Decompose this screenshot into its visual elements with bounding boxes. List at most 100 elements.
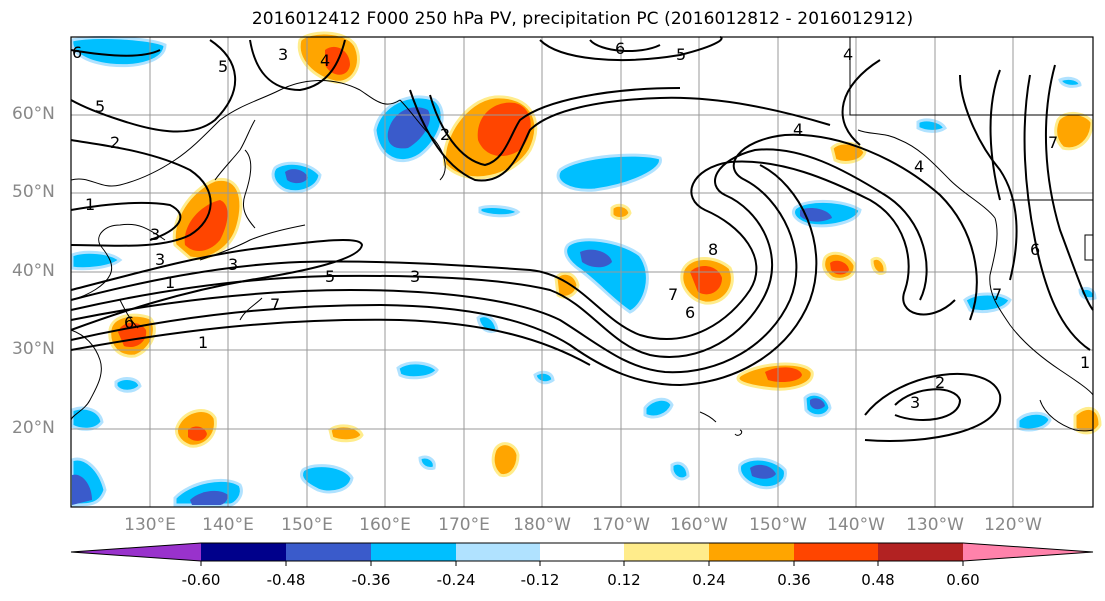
negative-anomaly <box>1058 76 1082 88</box>
lon-label: 150°E <box>281 515 333 535</box>
contour-label: 8 <box>708 240 718 259</box>
positive-anomaly <box>830 141 867 164</box>
contour-label: 3 <box>910 393 920 412</box>
positive-anomaly <box>477 102 531 156</box>
positive-anomaly <box>690 266 722 295</box>
colorbar-extend-max <box>963 543 1093 561</box>
contour-label: 3 <box>278 45 288 64</box>
positive-anomaly <box>765 367 802 383</box>
positive-anomaly <box>1054 112 1094 151</box>
contour-label: 4 <box>843 45 853 64</box>
contour-label: 6 <box>72 43 82 62</box>
colorbar-tick-label: 0.60 <box>946 571 980 589</box>
contour-label: 6 <box>124 313 134 332</box>
colorbar-segment <box>878 543 963 561</box>
colorbar-extend-min <box>71 543 201 561</box>
negative-anomaly <box>916 118 948 133</box>
contour-label: 3 <box>150 225 160 244</box>
lat-label: 60°N <box>12 104 55 124</box>
colorbar-tick-label: 0.12 <box>607 571 641 589</box>
colorbar-tick-label: -0.24 <box>436 571 476 589</box>
colorbar-segment <box>456 543 540 561</box>
contour-label: 6 <box>1030 240 1040 259</box>
contour-label: 5 <box>95 97 105 116</box>
contour-label: 3 <box>228 255 238 274</box>
contour-label: 6 <box>685 303 695 322</box>
colorbar-segment <box>201 543 286 561</box>
contour-label: 4 <box>320 51 330 70</box>
map-frame <box>70 36 1094 508</box>
positive-anomaly <box>328 424 364 443</box>
negative-anomaly <box>70 36 167 68</box>
contour-label: 5 <box>218 57 228 76</box>
negative-anomaly <box>1016 411 1052 432</box>
contour-label: 7 <box>1048 133 1058 152</box>
negative-anomaly <box>670 461 690 481</box>
contour-label: 7 <box>270 295 280 314</box>
negative-anomaly <box>114 377 142 393</box>
lon-label: 120°W <box>984 515 1042 535</box>
lon-label: 160°W <box>670 515 728 535</box>
lon-label: 130°E <box>124 515 176 535</box>
contour-label: 5 <box>325 267 335 286</box>
colorbar-tick-label: -0.12 <box>520 571 560 589</box>
contour-label: 1 <box>198 333 208 352</box>
negative-anomaly <box>387 107 430 149</box>
negative-anomaly <box>478 205 521 218</box>
lon-label: 170°E <box>438 515 490 535</box>
colorbar-segment <box>540 543 624 561</box>
lat-label: 20°N <box>12 418 55 438</box>
lon-label: 140°W <box>827 515 885 535</box>
lon-label: 150°W <box>749 515 807 535</box>
negative-anomaly <box>643 397 674 419</box>
lon-label: 140°E <box>202 515 254 535</box>
negative-anomaly <box>750 464 776 479</box>
contour-label: 2 <box>440 125 450 144</box>
positive-anomaly <box>188 426 207 441</box>
pv-contours <box>70 36 1094 442</box>
contour-labels: 6 5 3 4 6 5 4 5 2 1 3 3 3 2 1 5 3 1 6 7 … <box>72 39 1090 412</box>
colorbar-tick-label: 0.24 <box>692 571 726 589</box>
colorbar-segment <box>624 543 709 561</box>
contour-label: 1 <box>165 273 175 292</box>
colorbar-tick-label: -0.36 <box>351 571 391 589</box>
colorbar-segment <box>371 543 456 561</box>
negative-anomaly <box>70 406 104 431</box>
contour-label: 3 <box>155 250 165 269</box>
negative-anomaly <box>396 361 439 380</box>
colorbar-segment <box>286 543 371 561</box>
contour-label: 4 <box>793 120 803 139</box>
contour-label: 7 <box>668 285 678 304</box>
lon-label: 180°W <box>513 515 571 535</box>
negative-anomaly <box>190 490 228 505</box>
negative-anomaly <box>556 153 662 192</box>
negative-anomaly <box>300 464 354 494</box>
contour-label: 2 <box>935 373 945 392</box>
negative-anomaly <box>418 455 436 470</box>
colorbar-segment <box>709 543 794 561</box>
contour-label: 5 <box>676 45 686 64</box>
colorbar-tick-label: 0.36 <box>777 571 811 589</box>
colorbar-tick-label: 0.48 <box>861 571 895 589</box>
contour-label: 1 <box>1080 353 1090 372</box>
positive-anomaly <box>830 260 849 275</box>
lon-label: 160°E <box>359 515 411 535</box>
contour-label: 1 <box>85 195 95 214</box>
negative-anomaly <box>580 249 612 268</box>
colorbar-tick-label: -0.60 <box>181 571 221 589</box>
negative-anomaly <box>72 474 92 505</box>
colorbar-segment <box>794 543 878 561</box>
colorbar-tick-label: -0.48 <box>266 571 306 589</box>
lon-label: 130°W <box>906 515 964 535</box>
contour-label: 6 <box>615 39 625 58</box>
contour-label: 2 <box>110 133 120 152</box>
contour-label: 4 <box>914 157 924 176</box>
contour-label: 7 <box>992 285 1002 304</box>
negative-anomaly <box>285 169 308 184</box>
lon-label: 170°W <box>592 515 650 535</box>
figure-title: 2016012412 F000 250 hPa PV, precipitatio… <box>251 9 914 29</box>
positive-anomaly <box>184 200 228 252</box>
positive-anomaly <box>491 442 520 478</box>
